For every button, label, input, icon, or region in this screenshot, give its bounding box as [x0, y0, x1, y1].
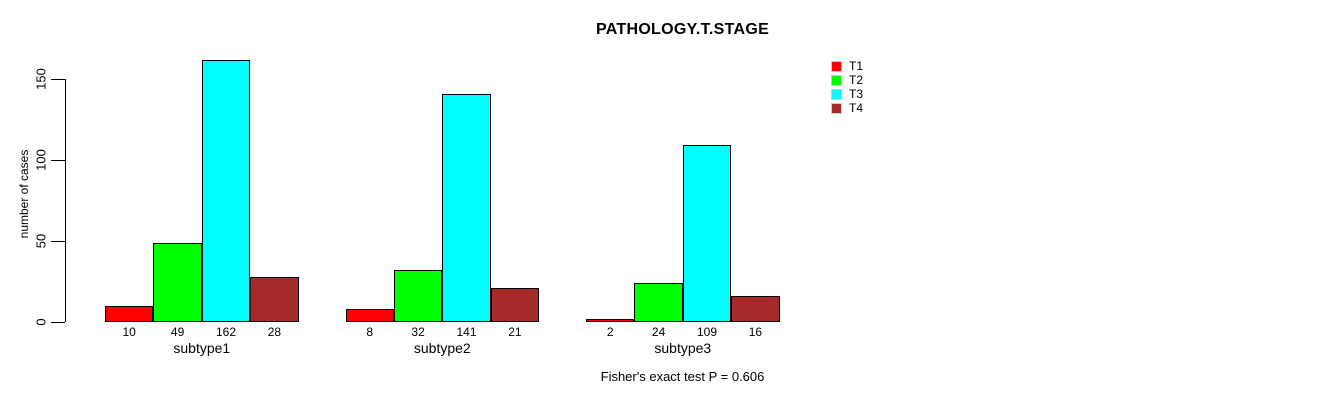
bar-value-label: 141	[456, 325, 477, 339]
bar-value-label: 21	[508, 325, 522, 339]
y-tick-label: 150	[33, 68, 49, 90]
bar-value-label: 24	[651, 325, 666, 339]
bar-t4-subtype2	[490, 287, 540, 322]
y-tick-label: 0	[33, 318, 49, 326]
y-tick-mark	[51, 322, 65, 323]
legend-label: T2	[849, 73, 864, 87]
bar-t2-subtype1	[153, 242, 202, 322]
y-tick-mark	[51, 241, 65, 242]
bar-t2-subtype2	[393, 270, 443, 322]
bar-t1-subtype3	[586, 318, 635, 322]
bar-t1-subtype1	[105, 305, 154, 322]
legend-swatch-t3	[831, 89, 842, 100]
legend-swatch-t2	[831, 75, 842, 86]
caption-fishers-test: Fisher's exact test P = 0.606	[600, 369, 765, 384]
bar-value-label: 162	[215, 325, 237, 339]
y-tick-label: 100	[33, 149, 49, 171]
legend-label: T1	[849, 59, 864, 73]
legend-label: T4	[849, 101, 864, 115]
group-label-subtype2: subtype2	[413, 340, 471, 356]
y-tick-mark	[51, 79, 65, 80]
bar-value-label: 8	[366, 325, 374, 339]
bar-value-label: 28	[267, 325, 282, 339]
y-tick-label: 50	[33, 233, 49, 249]
legend-label: T3	[849, 87, 864, 101]
bar-value-label: 2	[606, 325, 614, 339]
legend-item-t3: T3	[831, 87, 864, 101]
bar-t3-subtype2	[442, 93, 491, 322]
bar-t2-subtype3	[634, 283, 683, 322]
y-axis-line	[65, 79, 66, 322]
bar-t4-subtype3	[731, 296, 780, 322]
group-label-subtype3: subtype3	[654, 340, 712, 356]
legend-item-t4: T4	[831, 101, 864, 115]
legend-swatch-t1	[831, 61, 842, 72]
bar-value-label: 49	[170, 325, 185, 339]
y-axis-label: number of cases	[17, 149, 31, 239]
y-tick-mark	[51, 160, 65, 161]
legend-swatch-t4	[831, 103, 842, 114]
chart-title: PATHOLOGY.T.STAGE	[595, 21, 770, 38]
legend-item-t2: T2	[831, 73, 864, 87]
bar-value-label: 32	[411, 325, 425, 339]
legend: T1 T2 T3 T4	[831, 59, 864, 117]
bar-t3-subtype1	[201, 59, 251, 322]
bar-t3-subtype3	[682, 145, 732, 322]
bar-value-label: 10	[122, 325, 136, 339]
bar-t4-subtype1	[250, 276, 299, 322]
bar-value-label: 16	[748, 325, 763, 339]
bar-value-label: 109	[696, 325, 718, 339]
group-label-subtype1: subtype1	[173, 340, 231, 356]
bar-t1-subtype2	[345, 309, 394, 322]
legend-item-t1: T1	[831, 59, 864, 73]
